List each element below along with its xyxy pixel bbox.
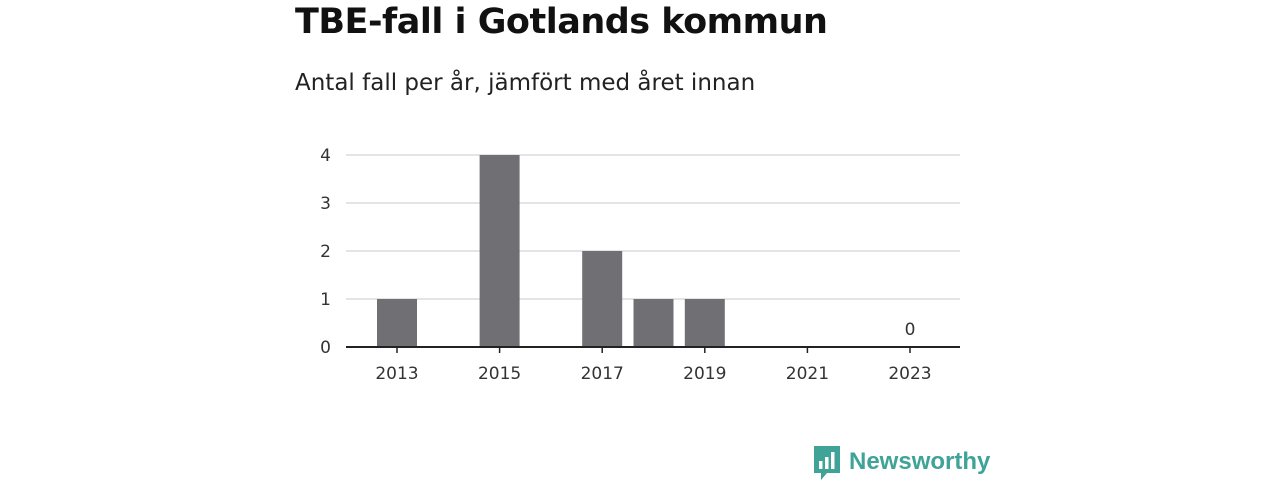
bar xyxy=(684,299,725,347)
x-tick-label: 2019 xyxy=(683,364,726,384)
y-tick-label: 4 xyxy=(320,146,331,166)
x-tick-label: 2021 xyxy=(786,364,829,384)
brand-name: Newsworthy xyxy=(849,448,991,475)
y-tick-label: 0 xyxy=(320,338,331,358)
data-label: 0 xyxy=(905,320,916,340)
bar xyxy=(633,299,674,347)
bar xyxy=(582,251,623,347)
chart-title: TBE-fall i Gotlands kommun xyxy=(295,2,828,42)
y-tick-label: 2 xyxy=(320,242,331,262)
bar xyxy=(479,155,520,347)
x-tick-label: 2013 xyxy=(375,364,418,384)
chart-subtitle: Antal fall per år, jämfört med året inna… xyxy=(295,70,756,96)
x-tick-label: 2015 xyxy=(478,364,521,384)
bar xyxy=(377,299,417,347)
y-tick-label: 1 xyxy=(320,290,331,310)
newsworthy-logo-icon xyxy=(814,446,840,480)
brand-logo: Newsworthy xyxy=(814,446,990,480)
bar-chart: 0 1 2 3 4 2013 2015 2017 2019 2021 2023 0 xyxy=(320,146,960,384)
x-tick-label: 2017 xyxy=(581,364,624,384)
y-tick-label: 3 xyxy=(320,194,331,214)
x-tick-label: 2023 xyxy=(888,364,931,384)
